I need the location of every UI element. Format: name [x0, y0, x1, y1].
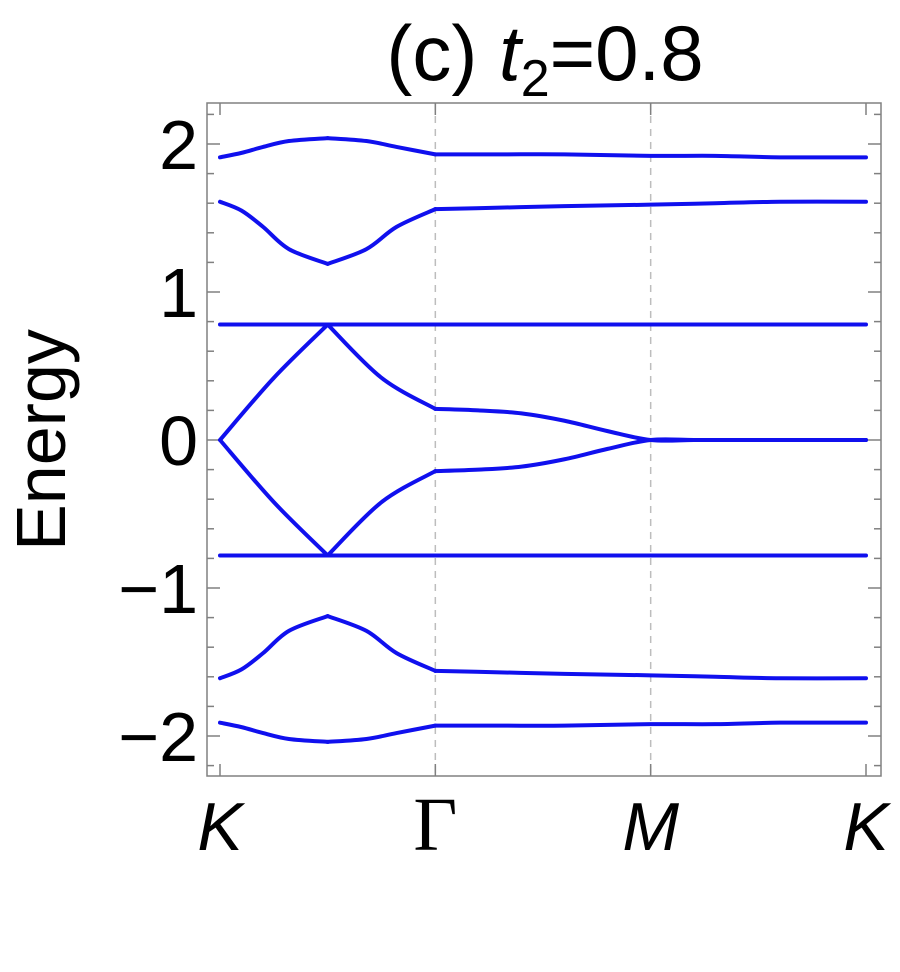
band-line-4 — [325, 322, 438, 411]
band-line-8 — [325, 723, 438, 744]
band-line-1 — [433, 152, 868, 160]
y-tick-label: −1 — [118, 550, 198, 628]
band-line-8 — [433, 720, 868, 728]
y-tick-label: −2 — [118, 698, 198, 776]
band-series — [218, 136, 868, 744]
band-line-7 — [218, 614, 330, 681]
band-line-7 — [325, 614, 438, 673]
grid-lines — [434, 103, 652, 776]
band-line-4 — [218, 322, 330, 442]
chart-title: (c) t2=0.8 — [386, 9, 703, 108]
title-variable: t — [499, 9, 524, 97]
band-line-1 — [218, 136, 330, 160]
band-line-8 — [218, 720, 330, 744]
y-tick-label: 2 — [159, 106, 198, 184]
y-tick-label: 1 — [159, 254, 198, 332]
title-prefix: (c) — [386, 9, 499, 97]
band-line-7 — [433, 668, 868, 681]
band-line-2 — [325, 207, 438, 266]
band-line-5 — [325, 469, 438, 558]
title-subscript: 2 — [521, 50, 550, 108]
band-line-4 — [433, 406, 868, 443]
y-tick-label: 0 — [159, 402, 198, 480]
band-line-2 — [218, 199, 330, 266]
title-suffix: =0.8 — [550, 9, 704, 97]
x-tick-label: Γ — [413, 783, 457, 867]
minor-ticks — [207, 103, 881, 776]
band-line-2 — [433, 199, 868, 212]
x-tick-label: K — [197, 789, 245, 865]
band-line-1 — [325, 136, 438, 157]
x-tick-label: K — [843, 789, 891, 865]
band-line-5 — [218, 438, 330, 558]
y-tick-labels: 2 1 0 −1 −2 — [118, 106, 198, 776]
band-line-5 — [433, 437, 868, 474]
x-tick-label: M — [622, 789, 679, 865]
y-axis-label: Energy — [2, 329, 80, 551]
